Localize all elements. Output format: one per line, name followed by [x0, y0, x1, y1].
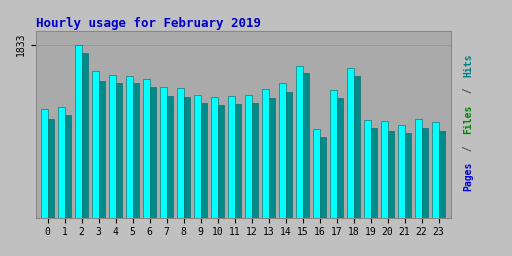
Bar — [133, 83, 139, 218]
Bar — [415, 120, 422, 218]
Bar — [211, 97, 218, 218]
Bar — [404, 133, 411, 218]
Bar — [75, 45, 82, 218]
Bar — [398, 125, 404, 218]
Text: Hits: Hits — [463, 54, 474, 77]
Bar — [371, 129, 377, 218]
Bar — [252, 103, 258, 218]
Bar — [65, 115, 71, 218]
Bar — [167, 96, 173, 218]
Bar — [234, 104, 241, 218]
Bar — [48, 120, 54, 218]
Bar — [286, 92, 292, 218]
Bar — [160, 87, 167, 218]
Bar — [388, 131, 394, 218]
Bar — [201, 103, 207, 218]
Bar — [41, 109, 48, 218]
Bar — [381, 121, 388, 218]
Bar — [126, 76, 133, 218]
Bar — [143, 79, 150, 218]
Bar — [177, 88, 184, 218]
Bar — [364, 120, 371, 218]
Bar — [228, 96, 234, 218]
Bar — [330, 90, 337, 218]
Text: Pages: Pages — [463, 162, 474, 191]
Text: Files: Files — [463, 105, 474, 134]
Bar — [319, 137, 326, 218]
Bar — [109, 75, 116, 218]
Text: /: / — [463, 139, 474, 157]
Bar — [194, 95, 201, 218]
Bar — [58, 107, 65, 218]
Bar — [354, 76, 360, 218]
Text: /: / — [463, 82, 474, 99]
Bar — [245, 95, 252, 218]
Bar — [184, 97, 190, 218]
Bar — [218, 105, 224, 218]
Bar — [150, 87, 156, 218]
Bar — [116, 83, 122, 218]
Bar — [92, 71, 99, 218]
Bar — [337, 98, 343, 218]
Bar — [279, 83, 286, 218]
Bar — [432, 122, 439, 218]
Bar — [313, 129, 319, 218]
Bar — [422, 128, 428, 218]
Bar — [269, 98, 275, 218]
Bar — [439, 131, 445, 218]
Bar — [296, 66, 303, 218]
Bar — [347, 68, 354, 218]
Bar — [303, 73, 309, 218]
Text: Hourly usage for February 2019: Hourly usage for February 2019 — [36, 17, 261, 29]
Bar — [262, 89, 269, 218]
Bar — [82, 53, 88, 218]
Bar — [99, 81, 105, 218]
